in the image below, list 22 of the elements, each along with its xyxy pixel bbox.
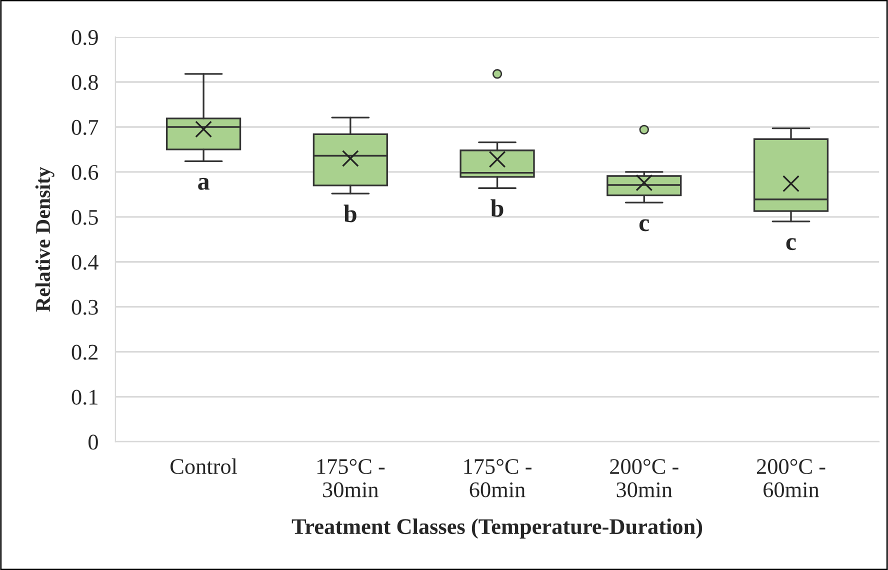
- y-tick-label: 0.7: [72, 120, 98, 136]
- annotation: c: [786, 238, 796, 250]
- annotation: c: [639, 219, 650, 232]
- x-tick-label: 200°C - 60min: [756, 459, 826, 498]
- y-tick-label: 0.6: [72, 164, 98, 180]
- annotation: b: [344, 204, 356, 222]
- x-tick-label: Control: [170, 458, 238, 474]
- y-tick-label: 0.9: [72, 30, 98, 46]
- y-tick-label: 0.3: [72, 300, 98, 315]
- x-tick-label: 175°C - 60min: [464, 459, 532, 498]
- x-tick-label: 200°C - 30min: [610, 459, 678, 498]
- x-axis-title: Treatment Classes (Temperature-Duration): [292, 518, 702, 539]
- annotation: a: [198, 178, 210, 190]
- y-tick-label: 0.8: [72, 74, 98, 90]
- y-tick-label: 0: [88, 434, 98, 450]
- y-tick-label: 0.4: [72, 254, 98, 270]
- x-tick-label: 175°C - 30min: [317, 459, 385, 498]
- annotation: b: [490, 199, 504, 217]
- y-tick-label: 0.1: [72, 390, 98, 405]
- y-axis-title: Relative Density: [35, 166, 54, 312]
- y-tick-label: 0.2: [72, 344, 98, 360]
- y-tick-label: 0.5: [72, 210, 98, 225]
